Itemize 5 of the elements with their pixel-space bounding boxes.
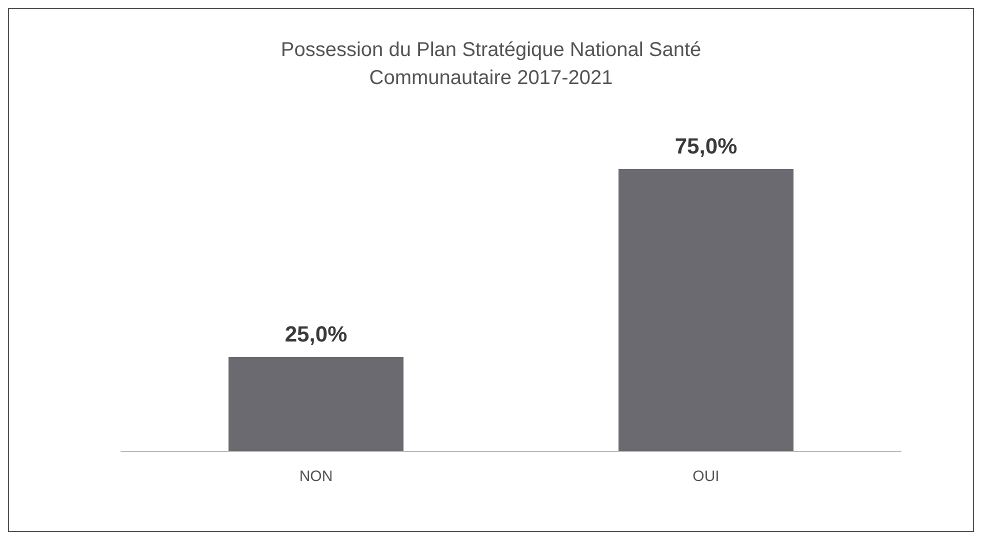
x-tick-label: OUI: [692, 468, 720, 485]
data-label: 25,0%: [284, 322, 348, 346]
x-tick-label: NON: [299, 468, 333, 485]
chart-title: Possession du Plan Stratégique National Santé Communautaire 2017-2021: [280, 39, 702, 89]
data-label: 75,0%: [674, 134, 738, 158]
